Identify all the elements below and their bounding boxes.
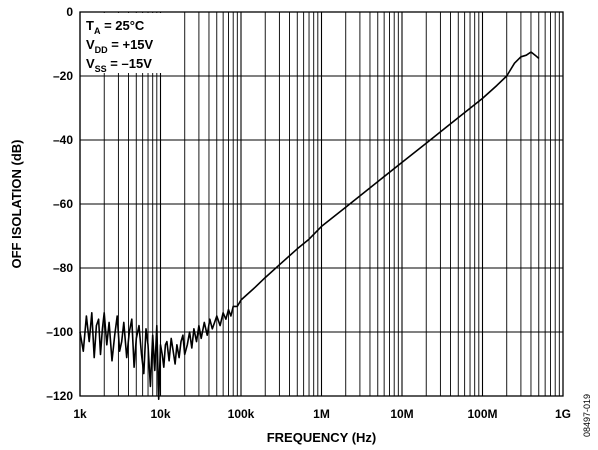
x-tick-label: 1G <box>555 407 571 421</box>
grid <box>79 11 563 397</box>
y-tick-label: –120 <box>46 389 73 403</box>
x-tick-labels: 1k 10k 100k 1M 10M 100M 1G <box>73 407 571 421</box>
condition-line: VDD = +15V <box>86 37 154 55</box>
series-layer <box>79 51 540 401</box>
x-axis-label: FREQUENCY (Hz) <box>267 430 377 445</box>
x-tick-label: 100M <box>467 407 497 421</box>
y-tick-labels: 0 –20 –40 –60 –80 –100 –120 <box>46 5 73 403</box>
y-tick-label: –40 <box>53 133 73 147</box>
y-tick-label: 0 <box>66 5 73 19</box>
x-tick-label: 1M <box>313 407 330 421</box>
conditions-box <box>81 13 173 73</box>
x-tick-label: 10M <box>390 407 413 421</box>
y-tick-label: –60 <box>53 197 73 211</box>
y-axis-label: OFF ISOLATION (dB) <box>9 139 24 268</box>
condition-line: TA = 25°C <box>86 18 145 36</box>
figure-id: 08497-019 <box>582 393 592 437</box>
series-line <box>79 51 540 401</box>
condition-line: VSS = –15V <box>86 56 152 74</box>
x-tick-label: 10k <box>150 407 170 421</box>
plot-frame <box>79 11 564 397</box>
x-tick-label: 100k <box>228 407 255 421</box>
y-tick-label: –20 <box>53 69 73 83</box>
x-tick-label: 1k <box>73 407 87 421</box>
y-tick-label: –80 <box>53 261 73 275</box>
y-tick-label: –100 <box>46 325 73 339</box>
